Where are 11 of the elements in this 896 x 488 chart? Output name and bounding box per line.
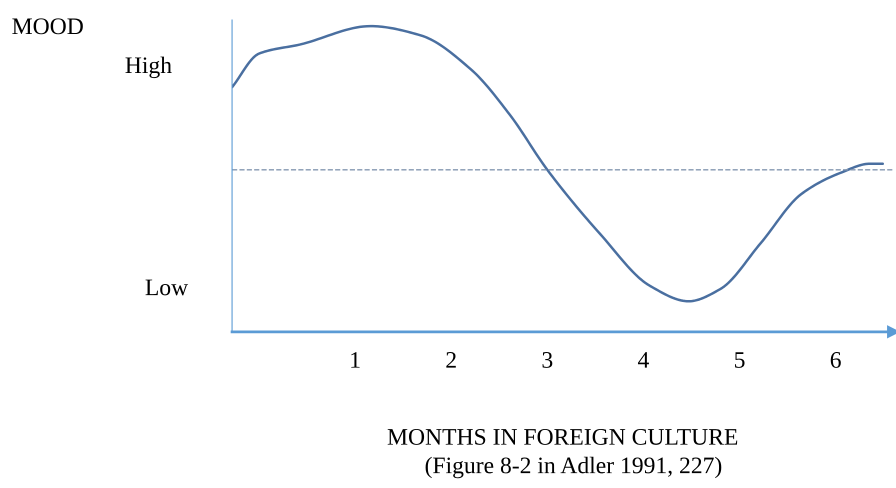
x-tick-label: 5 — [735, 352, 745, 368]
x-tick-label: 1 — [351, 352, 360, 368]
x-tick-label: 4 — [638, 352, 649, 368]
x-tick-label: 3 — [542, 352, 552, 368]
text: High — [125, 56, 172, 78]
text: MOOD — [12, 18, 83, 34]
x-tick-label: 6 — [830, 352, 841, 368]
text: (Figure 8-2 in Adler 1991, 227) — [426, 456, 722, 478]
text: Low — [146, 280, 188, 296]
x-tick-label: 2 — [446, 352, 456, 368]
x-axis-title: MONTHS IN FOREIGN CULTURE — [388, 429, 738, 445]
